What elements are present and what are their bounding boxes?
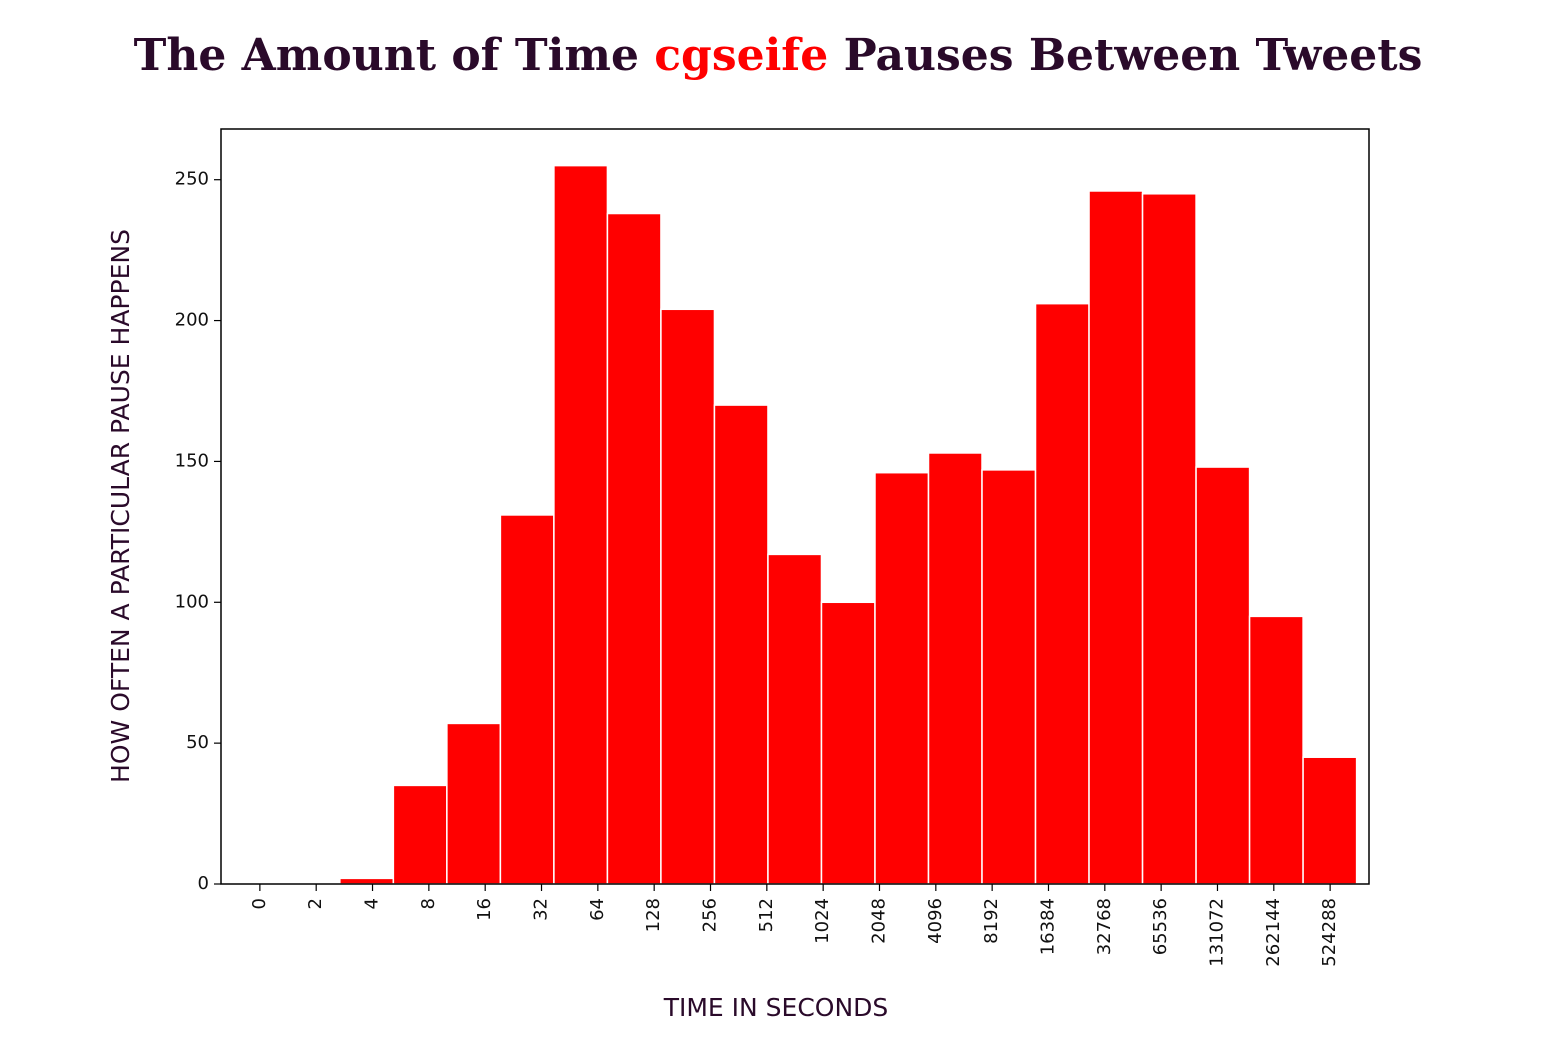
- bar: [1034, 302, 1090, 885]
- x-tick-label: 16: [474, 898, 495, 921]
- y-axis-label: HOW OFTEN A PARTICULAR PAUSE HAPPENS: [106, 229, 135, 783]
- x-tick-label: 4: [362, 898, 383, 909]
- x-tick-label: 4096: [925, 898, 946, 944]
- bar: [1248, 615, 1304, 885]
- bar: [499, 514, 555, 885]
- x-tick-label: 16384: [1037, 898, 1058, 955]
- bar: [392, 784, 448, 885]
- y-tick-label: 100: [175, 591, 209, 612]
- bar: [874, 471, 930, 885]
- bar: [713, 404, 769, 885]
- bar: [767, 553, 823, 885]
- plot-frame: [220, 128, 1370, 885]
- x-tick-label: 65536: [1150, 898, 1171, 955]
- bar: [1195, 466, 1251, 885]
- x-tick-label: 256: [700, 898, 721, 932]
- x-tick-label: 131072: [1206, 898, 1227, 967]
- y-tick-label: 50: [186, 732, 209, 753]
- bar: [927, 452, 983, 885]
- x-tick-label: 512: [756, 898, 777, 932]
- x-tick-label: 262144: [1263, 898, 1284, 967]
- bar: [660, 308, 716, 885]
- y-tick-label: 0: [198, 873, 209, 894]
- x-tick-label: 64: [587, 898, 608, 921]
- bar: [1141, 193, 1197, 885]
- y-tick-label: 250: [175, 169, 209, 190]
- x-axis-label: TIME IN SECONDS: [663, 993, 889, 1022]
- x-tick-label: 2048: [868, 898, 889, 944]
- y-tick-label: 150: [175, 450, 209, 471]
- y-tick-label: 200: [175, 310, 209, 331]
- bar: [446, 722, 502, 885]
- x-tick-label: 8192: [981, 898, 1002, 944]
- x-tick-label: 32: [531, 898, 552, 921]
- bar: [981, 469, 1037, 885]
- x-tick-label: 128: [643, 898, 664, 932]
- bar: [1302, 756, 1358, 885]
- x-tick-label: 1024: [812, 898, 833, 944]
- title-part: Pauses Between Tweets: [844, 30, 1423, 81]
- x-tick-label: 0: [249, 898, 270, 909]
- bar: [553, 164, 609, 885]
- bar: [820, 601, 876, 885]
- title-part: The Amount of Time: [134, 30, 639, 81]
- bar: [1088, 190, 1144, 885]
- chart-title: The Amount of Time cgseife Pauses Betwee…: [134, 30, 1423, 81]
- x-tick-label: 2: [305, 898, 326, 909]
- bar: [339, 877, 395, 885]
- title-highlight: cgseife: [654, 30, 828, 81]
- x-tick-label: 8: [418, 898, 439, 909]
- x-tick-label: 524288: [1319, 898, 1340, 967]
- bar: [606, 212, 662, 885]
- x-tick-label: 32768: [1094, 898, 1115, 955]
